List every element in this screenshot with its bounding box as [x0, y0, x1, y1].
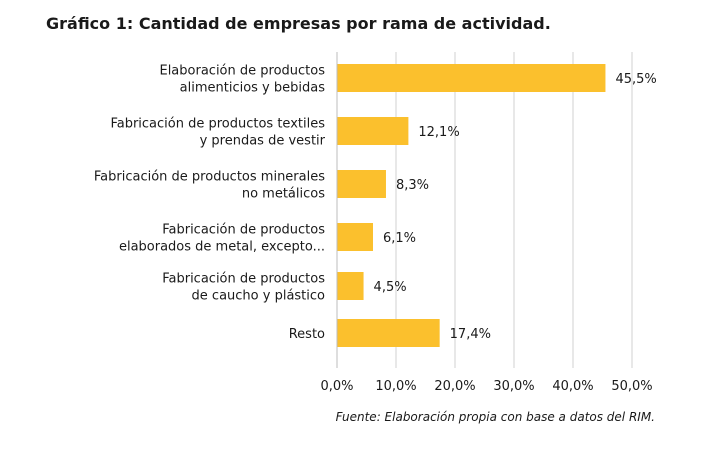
x-tick-label: 20,0%: [434, 379, 475, 394]
data-label: 12,1%: [418, 125, 459, 140]
category-label: no metálicos: [242, 187, 325, 202]
data-label: 8,3%: [396, 178, 429, 193]
category-label: Fabricación de productos: [162, 223, 325, 238]
chart-source-note: Fuente: Elaboración propia con base a da…: [335, 410, 655, 424]
category-label: y prendas de vestir: [200, 134, 326, 149]
category-label: de caucho y plástico: [192, 289, 325, 304]
category-label: Fabricación de productos minerales: [94, 170, 325, 185]
x-tick-label: 30,0%: [493, 379, 534, 394]
category-label: alimenticios y bebidas: [180, 81, 326, 96]
bar: [337, 117, 409, 145]
data-label: 4,5%: [374, 280, 407, 295]
category-label: Fabricación de productos: [162, 272, 325, 287]
chart-title: Gráfico 1: Cantidad de empresas por rama…: [46, 14, 551, 33]
category-label: Fabricación de productos textiles: [110, 117, 325, 132]
data-label: 45,5%: [615, 72, 656, 87]
category-label: Elaboración de productos: [159, 64, 325, 79]
bar: [337, 170, 386, 198]
x-tick-label: 10,0%: [375, 379, 416, 394]
bar: [337, 64, 606, 92]
x-tick-label: 40,0%: [552, 379, 593, 394]
data-label: 6,1%: [383, 231, 416, 246]
category-label: elaborados de metal, excepto...: [119, 240, 325, 255]
bar: [337, 272, 364, 300]
x-tick-label: 50,0%: [611, 379, 652, 394]
bar: [337, 319, 440, 347]
data-label: 17,4%: [450, 327, 491, 342]
bar: [337, 223, 373, 251]
x-tick-label: 0,0%: [320, 379, 353, 394]
category-label: Resto: [289, 327, 325, 342]
